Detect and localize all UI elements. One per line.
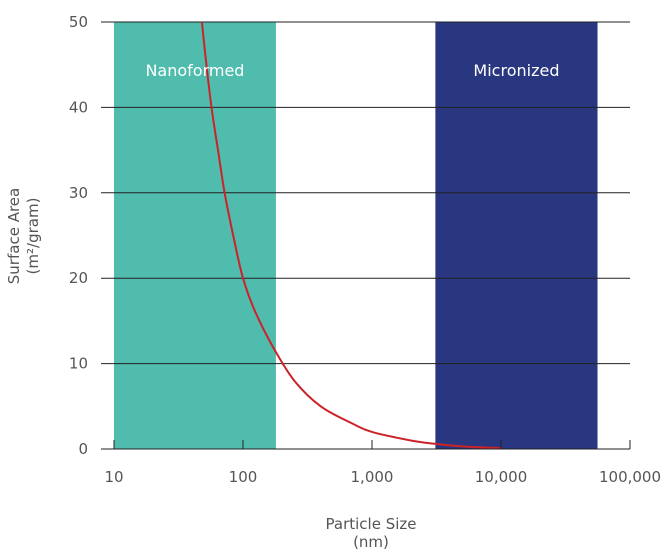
y-tick-label-10: 10 [69,355,88,373]
region-band-nanoformed [114,22,276,449]
y-tick-label-40: 40 [69,98,88,116]
region-band-micronized [435,22,598,449]
x-axis-label: Particle Size [326,515,417,533]
axes-layer: 0 10 20 30 40 50 10 100 1,000 10,000 100,000 [69,13,661,486]
surface-area-curve [200,21,502,450]
labels-layer: Nanoformed Micronized [145,61,559,80]
region-label-micronized: Micronized [473,61,559,80]
x-axis-title: Particle Size (nm) [326,515,417,551]
y-tick-label-50: 50 [69,13,88,31]
grid-layer [101,21,630,365]
y-tick-label-20: 20 [69,269,88,287]
y-axis-unit: (m²/gram) [24,198,42,275]
x-tick-label-100,000: 100,000 [599,468,661,486]
y-axis-label: Surface Area [5,188,23,284]
x-tick-label-10,000: 10,000 [475,468,528,486]
y-tick-label-0: 0 [78,440,88,458]
x-tick-label-1,000: 1,000 [351,468,394,486]
x-tick-label-100: 100 [229,468,258,486]
x-axis-unit: (nm) [353,533,389,551]
curve-layer [200,21,502,450]
region-label-nanoformed: Nanoformed [145,61,244,80]
y-tick-label-30: 30 [69,184,88,202]
regions-layer [114,22,598,449]
x-tick-label-10: 10 [104,468,123,486]
y-axis-title: Surface Area (m²/gram) [5,188,42,284]
